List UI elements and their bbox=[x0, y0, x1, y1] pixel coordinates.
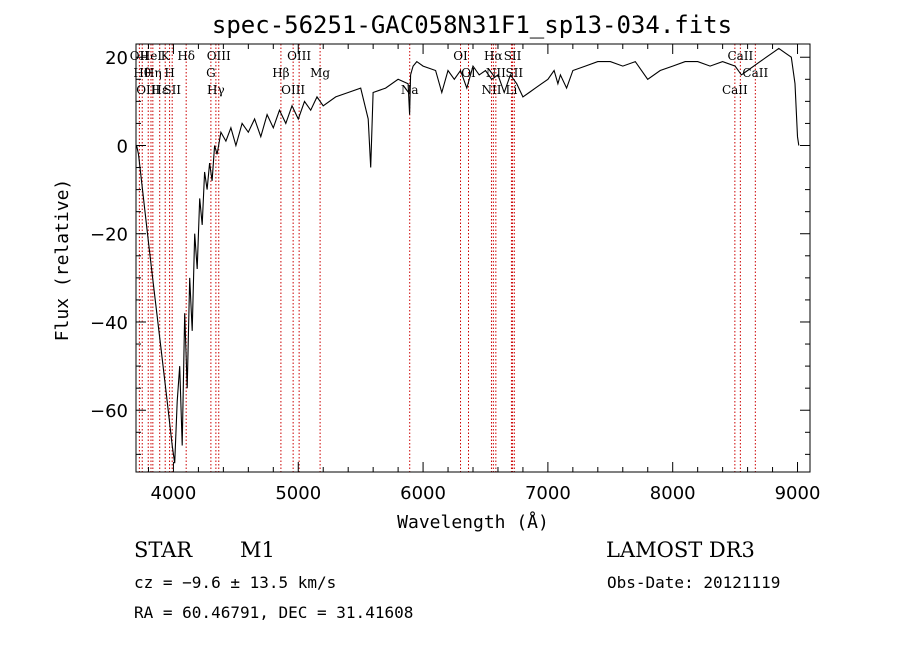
line-label: SII bbox=[163, 83, 181, 97]
line-label: Mg bbox=[310, 66, 330, 80]
observation-date: Obs-Date: 20121119 bbox=[607, 573, 781, 592]
x-axis-label: Wavelength (Å) bbox=[397, 511, 549, 533]
line-label: CaII bbox=[722, 83, 748, 97]
line-label: K bbox=[161, 49, 171, 63]
chart-title: spec-56251-GAC058N31F1_sp13-034.fits bbox=[212, 11, 732, 39]
y-tick-label: −40 bbox=[90, 313, 128, 334]
line-label: G bbox=[206, 66, 216, 80]
plot-frame bbox=[135, 43, 811, 473]
y-axis-label: Flux (relative) bbox=[52, 179, 73, 342]
line-label: OIII bbox=[281, 83, 305, 97]
line-label: Hα bbox=[484, 49, 503, 63]
line-label: NII bbox=[486, 66, 506, 80]
line-label: Hδ bbox=[177, 49, 195, 63]
y-tick-label: 0 bbox=[117, 136, 128, 157]
line-label: Li bbox=[506, 83, 518, 97]
x-tick-label: 7000 bbox=[525, 483, 571, 504]
spectrum-line bbox=[136, 47, 800, 464]
x-tick-label: 9000 bbox=[775, 483, 821, 504]
y-tick-label: −60 bbox=[90, 401, 128, 422]
x-tick-label: 5000 bbox=[275, 483, 321, 504]
x-axis-ticks: 4000 5000 6000 7000 8000 9000 bbox=[147, 44, 821, 504]
survey-name: LAMOST DR3 bbox=[606, 538, 755, 562]
object-class: STAR bbox=[134, 538, 193, 562]
line-label: Hη bbox=[144, 66, 162, 80]
line-label: OIII bbox=[136, 83, 160, 97]
emission-line-markers bbox=[138, 44, 756, 472]
y-tick-label: −20 bbox=[90, 225, 128, 246]
line-label: Hγ bbox=[207, 83, 225, 97]
line-label: OII bbox=[130, 49, 150, 63]
line-label: OI bbox=[453, 49, 468, 63]
x-tick-label: 8000 bbox=[650, 483, 696, 504]
emission-line-labels: OII Hθ OIII HeI Hη Hε KH SII Hδ G Hγ OIII Hβ OIII OIII… bbox=[130, 49, 769, 97]
line-label: Hθ bbox=[133, 66, 151, 80]
y-axis-ticks: −60 −40 −20 0 20 bbox=[90, 48, 810, 455]
coordinates: RA = 60.46791, DEC = 31.41608 bbox=[134, 603, 414, 622]
line-label: H bbox=[164, 66, 174, 80]
object-subclass: M1 bbox=[240, 538, 275, 562]
line-label: CaII bbox=[742, 66, 768, 80]
line-label: CaII bbox=[727, 49, 753, 63]
x-tick-label: 4000 bbox=[151, 483, 197, 504]
redshift-velocity: cz = −9.6 ± 13.5 km/s bbox=[134, 573, 337, 592]
line-label: HeI bbox=[140, 49, 163, 63]
y-tick-label: 20 bbox=[105, 48, 128, 69]
line-label: NII bbox=[481, 83, 501, 97]
line-label: SII bbox=[504, 49, 522, 63]
line-label: Hε bbox=[151, 83, 168, 97]
line-label: SII bbox=[505, 66, 523, 80]
line-label: Hβ bbox=[272, 66, 289, 80]
line-label: OIII bbox=[207, 49, 231, 63]
x-tick-label: 6000 bbox=[400, 483, 446, 504]
line-label: OIII bbox=[287, 49, 311, 63]
